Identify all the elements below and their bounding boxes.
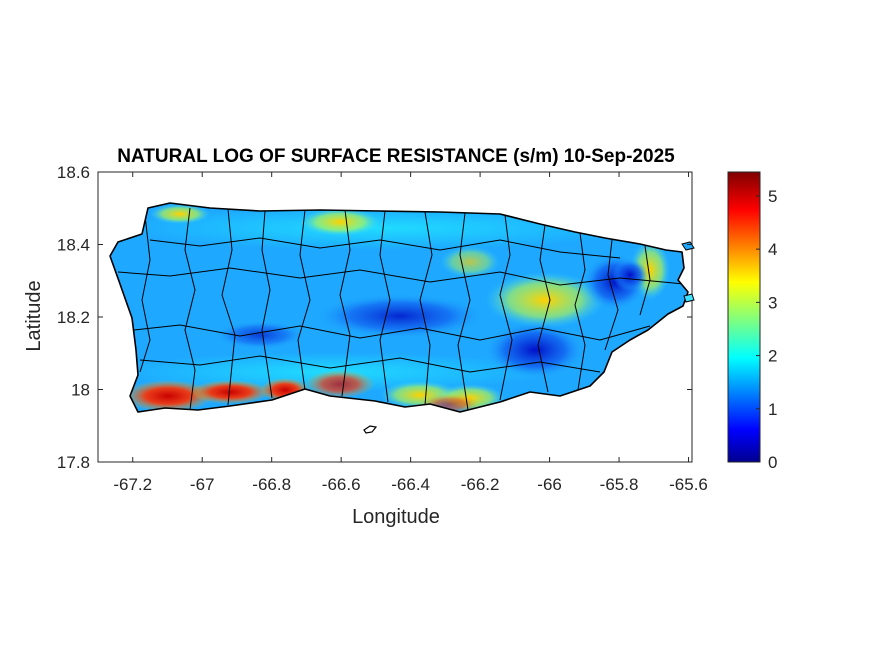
yellow-patch-n [300,208,380,236]
colorbar [727,171,761,463]
y-axis-label: Latitude [23,280,45,351]
y-tick-label: 18 [71,381,90,400]
y-tick-label: 18.6 [57,163,90,182]
small-island-east-2 [683,293,695,303]
colorbar-tick-label: 0 [768,453,777,472]
colorbar-ticks: 5 4 3 2 1 0 [756,187,777,472]
x-tick-label: -65.6 [669,475,708,494]
yellow-patch-c [440,246,500,278]
x-tick-label: -67.2 [113,475,152,494]
x-tick-label: -66.6 [322,475,361,494]
blue-core-ne-2 [612,259,648,291]
municipal-boundaries [117,207,685,411]
x-tick-label: -66.8 [252,475,291,494]
map-field [110,203,688,412]
red-band-s1 [190,380,270,404]
colorbar-tick-label: 3 [768,293,777,312]
x-axis-label: Longitude [352,506,440,528]
yellow-patch-nw [150,204,210,224]
y-tick-label: 18.4 [57,236,90,255]
colorbar-tick-label: 4 [768,240,777,259]
blue-core-center [315,294,485,338]
y-tick-label: 17.8 [57,453,90,472]
red-band-s3 [305,370,375,398]
x-tick-label: -67 [190,475,215,494]
y-tick-label: 18.2 [57,308,90,327]
chart-title: NATURAL LOG OF SURFACE RESISTANCE (s/m) … [117,146,675,167]
yellow-patch-ne [485,272,605,328]
y-axis: 18.6 18.4 18.2 18 17.8 [57,163,692,472]
x-tick-label: -66.2 [461,475,500,494]
x-tick-label: -66 [537,475,562,494]
colorbar-tick-label: 5 [768,187,777,206]
colorbar-tick-label: 2 [768,347,777,366]
x-tick-label: -65.8 [600,475,639,494]
colorbar-tick-label: 1 [768,400,777,419]
coastline [109,202,689,413]
blue-core-southeast [485,322,585,378]
small-island-south [363,425,378,434]
x-tick-label: -66.4 [391,475,430,494]
x-axis: -67.2 -67 -66.8 -66.6 -66.4 -66.2 -66 -65.8 -65.… [113,172,708,494]
blue-core-west [215,321,305,349]
